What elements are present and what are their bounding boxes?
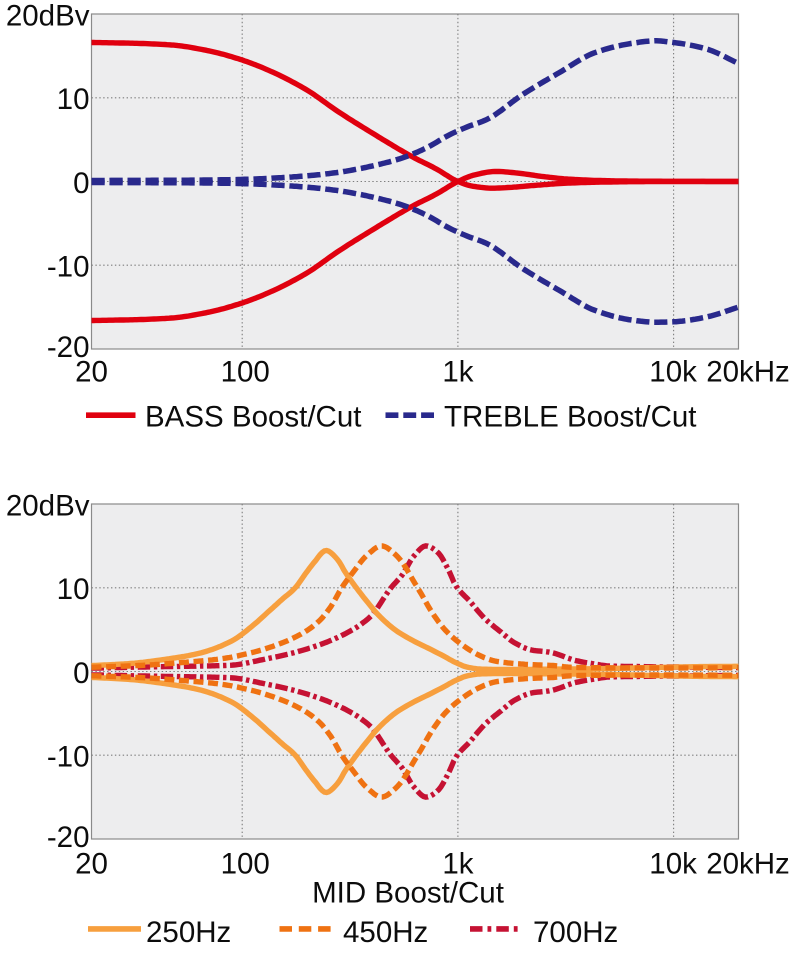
svg-text:0: 0 [73,167,89,200]
svg-text:20kHz: 20kHz [706,848,790,881]
svg-text:TREBLE Boost/Cut: TREBLE Boost/Cut [444,400,697,433]
svg-text:450Hz: 450Hz [343,916,428,949]
svg-text:0: 0 [73,657,89,690]
svg-text:10: 10 [57,573,90,606]
svg-text:-20: -20 [47,331,90,364]
svg-text:10k: 10k [649,356,697,389]
svg-text:250Hz: 250Hz [146,916,231,949]
svg-text:20: 20 [75,848,108,881]
svg-text:20kHz: 20kHz [706,356,790,389]
svg-text:-10: -10 [47,251,90,284]
svg-text:20dBv: 20dBv [6,489,90,522]
svg-text:MID Boost/Cut: MID Boost/Cut [312,877,504,910]
svg-text:100: 100 [221,848,270,881]
svg-text:10k: 10k [649,848,697,881]
svg-text:BASS Boost/Cut: BASS Boost/Cut [145,400,361,433]
svg-text:700Hz: 700Hz [533,916,618,949]
svg-text:20dBv: 20dBv [6,0,90,32]
svg-text:-10: -10 [47,741,90,774]
svg-text:100: 100 [221,356,270,389]
svg-text:-20: -20 [47,821,90,854]
svg-text:20: 20 [75,356,108,389]
svg-text:10: 10 [57,83,90,116]
svg-text:1k: 1k [442,356,473,389]
svg-text:1k: 1k [442,848,473,881]
